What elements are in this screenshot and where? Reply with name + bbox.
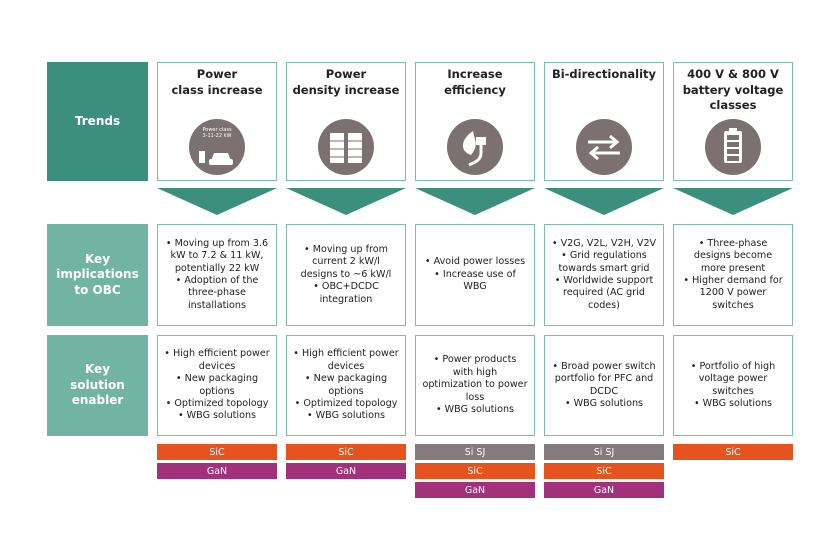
bullet: Grid regulations towards smart grid bbox=[551, 250, 657, 275]
bullet: Broad power switch portfolio for PFC and… bbox=[551, 361, 657, 398]
bullet: WBG solutions bbox=[565, 398, 643, 410]
enablers-box: Broad power switch portfolio for PFC and… bbox=[544, 335, 664, 436]
enablers-box: Power products with high optimization to… bbox=[415, 335, 535, 436]
icon-label: Power class 3-11-22 kW bbox=[189, 127, 245, 139]
implications-box: V2G, V2L, V2H, V2VGrid regulations towar… bbox=[544, 224, 664, 326]
implications-box: Three-phase designs become more presentH… bbox=[673, 224, 793, 326]
trend-box: Increase efficiency bbox=[415, 62, 535, 181]
tag: GaN bbox=[544, 482, 664, 498]
trend-title: Bi-directionality bbox=[545, 67, 663, 83]
bullet: Worldwide support required (AC grid code… bbox=[551, 275, 657, 312]
row-label: Key implications to OBC bbox=[47, 224, 148, 326]
bullet: Three-phase designs become more present bbox=[680, 238, 786, 275]
tag: SiC bbox=[157, 444, 277, 460]
bullet: Moving up from 3.6 kW to 7.2 & 11 kW, po… bbox=[164, 238, 270, 275]
tag: GaN bbox=[415, 482, 535, 498]
bullet: OBC+DCDC integration bbox=[293, 281, 399, 306]
tag: GaN bbox=[286, 463, 406, 479]
tag: Si SJ bbox=[544, 444, 664, 460]
bullet: High efficient power devices bbox=[164, 348, 270, 373]
trend-title: Power class increase bbox=[158, 67, 276, 98]
bullet: Avoid power losses bbox=[425, 256, 526, 268]
bullet: New packaging options bbox=[293, 373, 399, 398]
bullet: WBG solutions bbox=[694, 398, 772, 410]
arrow bbox=[286, 188, 406, 215]
trend-icon bbox=[705, 119, 761, 175]
title-line: Increase bbox=[447, 67, 503, 81]
icon-label-line: Power class bbox=[202, 127, 232, 133]
bullet: Increase use of WBG bbox=[422, 269, 528, 294]
implications-box: Moving up from current 2 kW/l designs to… bbox=[286, 224, 406, 326]
icon-label-line: 3-11-22 kW bbox=[202, 133, 232, 139]
trend-title: Power density increase bbox=[287, 67, 405, 98]
bullet: V2G, V2L, V2H, V2V bbox=[552, 238, 657, 250]
title-line: 400 V & 800 V bbox=[687, 67, 779, 81]
trend-box: Power class increase Power class 3-11-22 kW bbox=[157, 62, 277, 181]
bullet: Power products with high optimization to… bbox=[422, 354, 528, 404]
implications-box: Avoid power lossesIncrease use of WBG bbox=[415, 224, 535, 326]
title-line: classes bbox=[709, 98, 757, 113]
enablers-box: High efficient power devicesNew packagin… bbox=[157, 335, 277, 436]
title-line: density increase bbox=[292, 82, 400, 97]
title-line: efficiency bbox=[444, 82, 506, 97]
title-line: Bi-directionality bbox=[551, 67, 657, 81]
bullet: WBG solutions bbox=[307, 410, 385, 422]
trend-icon bbox=[576, 119, 632, 175]
tag: GaN bbox=[157, 463, 277, 479]
arrow bbox=[415, 188, 535, 215]
bullet: Higher demand for 1200 V power switches bbox=[680, 275, 786, 312]
tag: Si SJ bbox=[415, 444, 535, 460]
tag: SiC bbox=[673, 444, 793, 460]
trend-box: Bi-directionality bbox=[544, 62, 664, 181]
trend-icon bbox=[318, 119, 374, 175]
tag: SiC bbox=[415, 463, 535, 479]
tag: SiC bbox=[286, 444, 406, 460]
title-line: Power bbox=[325, 67, 367, 81]
bullet: Moving up from current 2 kW/l designs to… bbox=[293, 244, 399, 281]
bullet: Portfolio of high voltage power switches bbox=[680, 361, 786, 398]
bullet: Adoption of the three-phase installation… bbox=[164, 275, 270, 312]
bullet: WBG solutions bbox=[178, 410, 256, 422]
enablers-box: Portfolio of high voltage power switches… bbox=[673, 335, 793, 436]
implications-box: Moving up from 3.6 kW to 7.2 & 11 kW, po… bbox=[157, 224, 277, 326]
trend-box: Power density increase bbox=[286, 62, 406, 181]
bullet: High efficient power devices bbox=[293, 348, 399, 373]
arrow bbox=[673, 188, 793, 215]
row-label: Key solution enabler bbox=[47, 335, 148, 436]
bullet: Optimized topology bbox=[166, 398, 268, 410]
bullet: WBG solutions bbox=[436, 404, 514, 416]
title-line: battery voltage bbox=[682, 82, 784, 97]
title-line: class increase bbox=[171, 82, 263, 97]
trend-icon bbox=[189, 119, 245, 175]
row-label: Trends bbox=[47, 62, 148, 181]
arrow bbox=[544, 188, 664, 215]
arrow bbox=[157, 188, 277, 215]
bullet: Optimized topology bbox=[295, 398, 397, 410]
bullet: New packaging options bbox=[164, 373, 270, 398]
trend-icon bbox=[447, 119, 503, 175]
enablers-box: High efficient power devicesNew packagin… bbox=[286, 335, 406, 436]
title-line: Power bbox=[196, 67, 238, 81]
trend-title: Increase efficiency bbox=[416, 67, 534, 98]
tag: SiC bbox=[544, 463, 664, 479]
